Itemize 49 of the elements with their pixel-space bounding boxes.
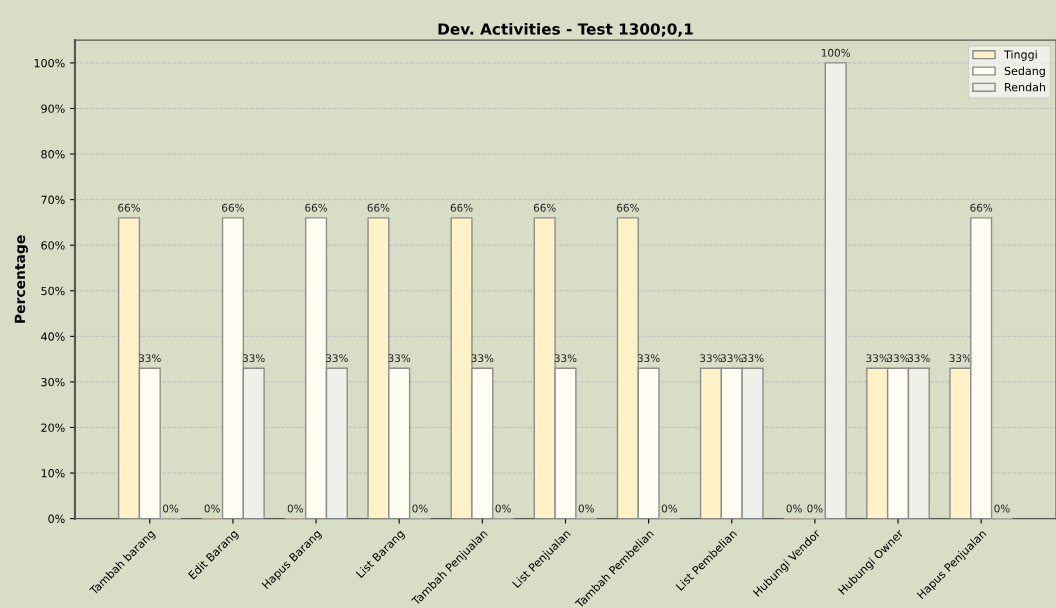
data-label: 33% [554,354,577,363]
data-label: 0% [287,504,303,513]
y-tick-label: 0% [48,514,65,523]
data-label: 33% [471,354,494,363]
legend-label: Sedang [1004,66,1045,78]
data-label: 0% [994,504,1010,513]
y-tick-label: 10% [41,469,65,478]
y-tick-label: 40% [41,332,65,341]
data-label: 66% [222,203,244,212]
data-label: 66% [533,203,556,212]
y-tick-label: 80% [41,150,65,159]
data-label: 0% [661,504,678,513]
data-label: 33% [949,354,972,363]
data-label: 0% [786,504,802,513]
legend-label: Rendah [1005,82,1046,92]
data-label: 66% [367,203,390,212]
data-label: 100% [821,48,850,57]
y-axis-title: Percentage [14,235,28,323]
data-label: 33% [908,354,930,363]
data-label: 66% [118,203,141,212]
data-label: 33% [866,354,889,363]
data-label: 0% [807,504,823,513]
data-label: 33% [700,354,722,363]
data-label: 33% [887,354,910,363]
data-label: 66% [305,203,328,212]
data-label: 33% [388,354,411,363]
data-label: 0% [204,504,220,513]
y-tick-label: 90% [41,104,65,113]
y-tick-label: 20% [41,423,65,432]
y-tick-label: 70% [41,195,65,205]
data-label: 66% [450,203,473,212]
data-label: 33% [637,354,660,363]
data-label: 33% [242,354,265,363]
data-label: 33% [720,354,743,363]
data-label: 0% [163,504,179,513]
y-tick-label: 60% [41,241,65,250]
data-label: 33% [326,354,348,363]
data-label: 0% [412,504,428,513]
y-tick-label: 100% [34,58,65,68]
data-label: 66% [970,203,993,212]
data-label: 33% [139,354,161,363]
y-tick-label: 50% [41,286,65,296]
data-label: 0% [578,504,594,513]
data-label: 66% [616,203,639,212]
data-label: 0% [495,504,511,513]
y-tick-label: 30% [41,377,65,387]
data-label: 33% [741,354,764,363]
chart-title: Dev. Activities - Test 1300;0,1 [438,22,693,37]
legend-label: Tinggi [1003,50,1037,61]
